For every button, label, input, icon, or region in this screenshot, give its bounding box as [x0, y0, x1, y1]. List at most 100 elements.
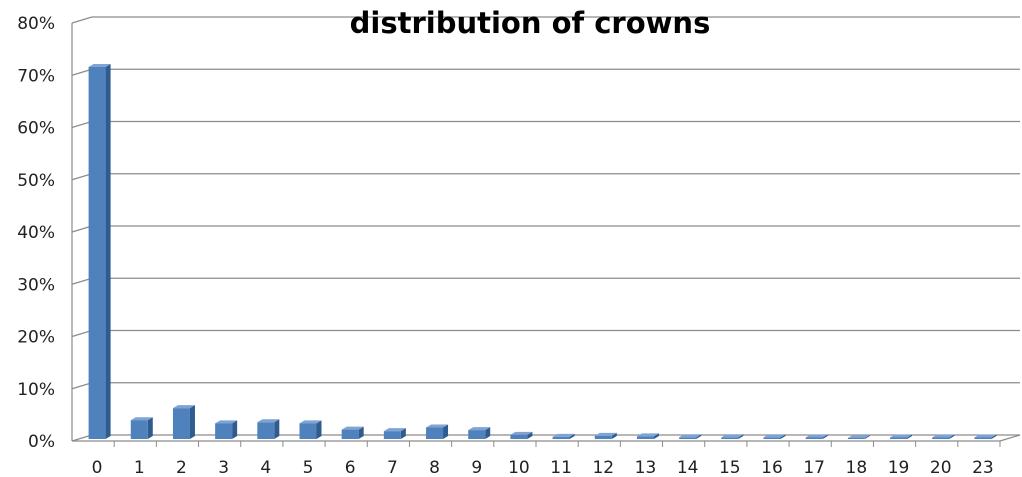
- y-tick-label: 80%: [17, 14, 55, 34]
- x-tick-label: 0: [92, 458, 103, 477]
- bar-top: [257, 419, 280, 423]
- bar-side: [274, 419, 280, 439]
- bar-side: [400, 428, 406, 439]
- bar: [932, 434, 955, 439]
- bar-front: [932, 437, 950, 439]
- x-axis-ticks: 0 1 2 3 4 5 6 7 8 9 10 11 12 13 14 15 16 17 18 19 20 23: [92, 441, 1001, 477]
- bar: [763, 434, 786, 439]
- bar-top: [341, 426, 364, 430]
- bar-side: [864, 434, 870, 439]
- bar-side: [485, 427, 491, 439]
- bar-side: [443, 424, 449, 439]
- bar-front: [763, 437, 781, 439]
- bar-front: [257, 422, 275, 439]
- bar: [88, 63, 111, 439]
- chart-title: distribution of crowns: [349, 6, 711, 40]
- bar-front: [468, 430, 486, 439]
- x-tick-label: 9: [471, 458, 482, 477]
- x-tick-label: 13: [635, 458, 657, 477]
- bar: [257, 419, 280, 439]
- bar: [636, 433, 659, 439]
- bar-front: [215, 423, 233, 439]
- bar: [426, 424, 449, 439]
- bar-side: [189, 405, 195, 439]
- x-tick-label: 17: [803, 458, 825, 477]
- floor-edge: [999, 434, 1021, 442]
- y-axis-ticks: 0% 10% 20% 30% 40% 50% 60% 70% 80%: [17, 14, 55, 452]
- y-tick-label: 50%: [17, 171, 55, 191]
- bar: [383, 428, 406, 439]
- bar-top: [426, 424, 449, 428]
- bar-side: [527, 431, 533, 439]
- y-tick-label: 30%: [17, 275, 55, 295]
- bar-side: [569, 433, 575, 439]
- y-tick-label: 10%: [17, 380, 55, 400]
- bar: [847, 434, 870, 439]
- y-tick-label: 0%: [28, 432, 55, 452]
- x-tick-label: 4: [260, 458, 271, 477]
- bar-top: [552, 433, 575, 437]
- bar: [594, 432, 617, 439]
- y-tick-label: 60%: [17, 119, 55, 139]
- bar: [974, 434, 997, 439]
- bar-top: [88, 63, 111, 67]
- bar-front: [510, 434, 528, 439]
- bar-front: [341, 429, 359, 439]
- bar-front: [847, 437, 865, 439]
- bar-side: [738, 434, 744, 439]
- gridline-slant: [71, 16, 93, 24]
- bar-top: [299, 420, 322, 424]
- bar-top: [594, 432, 617, 436]
- bar: [299, 420, 322, 439]
- bar-front: [88, 66, 106, 439]
- bar-top: [215, 420, 238, 424]
- bar: [130, 417, 153, 439]
- x-tick-label: 10: [508, 458, 530, 477]
- bar-side: [105, 63, 111, 439]
- bar-front: [721, 437, 739, 439]
- x-tick-label: 18: [846, 458, 868, 477]
- bar-top: [468, 427, 491, 431]
- bar-top: [679, 434, 702, 438]
- bar-front: [974, 437, 992, 439]
- y-tick-label: 20%: [17, 328, 55, 348]
- bar-side: [991, 434, 997, 439]
- bar-side: [316, 420, 322, 439]
- x-tick-label: 19: [888, 458, 910, 477]
- bar: [341, 426, 364, 439]
- bar-side: [907, 434, 913, 439]
- x-tick-label: 20: [930, 458, 952, 477]
- bar-side: [696, 434, 702, 439]
- bar-side: [653, 433, 659, 439]
- bar: [172, 405, 195, 439]
- bar-front: [805, 437, 823, 439]
- bar-top: [974, 434, 997, 438]
- bar: [552, 433, 575, 439]
- bar-side: [232, 420, 238, 439]
- bars: [88, 63, 997, 439]
- bar-side: [822, 434, 828, 439]
- bar-top: [721, 434, 744, 438]
- x-tick-label: 15: [719, 458, 741, 477]
- bar: [890, 434, 913, 439]
- bar: [468, 427, 491, 439]
- bar-top: [932, 434, 955, 438]
- x-tick-label: 16: [761, 458, 783, 477]
- bar: [510, 431, 533, 439]
- bar-top: [172, 405, 195, 409]
- x-tick-label: 23: [972, 458, 994, 477]
- bar-top: [130, 417, 153, 421]
- bar-front: [172, 408, 190, 439]
- x-tick-label: 3: [218, 458, 229, 477]
- bar-front: [552, 436, 570, 439]
- bar-top: [383, 428, 406, 432]
- bar-top: [763, 434, 786, 438]
- y-tick-label: 70%: [17, 66, 55, 86]
- x-tick-label: 12: [592, 458, 614, 477]
- x-tick-label: 1: [134, 458, 145, 477]
- bar-side: [147, 417, 153, 439]
- bar-front: [299, 423, 317, 439]
- x-tick-label: 6: [345, 458, 356, 477]
